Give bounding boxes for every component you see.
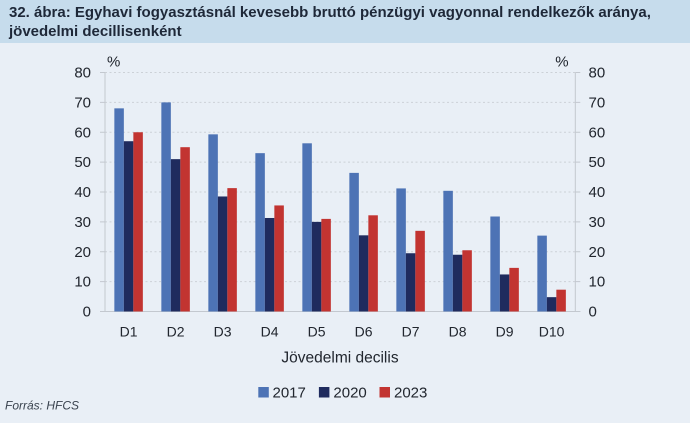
svg-text:D8: D8 bbox=[449, 324, 467, 340]
svg-text:D4: D4 bbox=[261, 324, 279, 340]
svg-text:D2: D2 bbox=[167, 324, 185, 340]
svg-text:70: 70 bbox=[74, 94, 91, 111]
svg-text:D10: D10 bbox=[539, 324, 565, 340]
svg-text:60: 60 bbox=[74, 124, 91, 141]
svg-text:70: 70 bbox=[589, 94, 606, 111]
svg-text:60: 60 bbox=[589, 124, 606, 141]
svg-text:80: 80 bbox=[74, 65, 91, 82]
svg-text:D3: D3 bbox=[214, 324, 232, 340]
svg-text:0: 0 bbox=[589, 304, 597, 321]
svg-text:40: 40 bbox=[74, 184, 91, 201]
svg-text:20: 20 bbox=[589, 244, 606, 261]
svg-text:2023: 2023 bbox=[394, 385, 427, 402]
svg-text:30: 30 bbox=[74, 214, 91, 231]
svg-text:D1: D1 bbox=[120, 324, 138, 340]
svg-text:10: 10 bbox=[74, 274, 91, 291]
svg-text:D5: D5 bbox=[308, 324, 326, 340]
svg-text:2020: 2020 bbox=[333, 385, 366, 402]
svg-text:30: 30 bbox=[589, 214, 606, 231]
svg-text:10: 10 bbox=[589, 274, 606, 291]
svg-text:0: 0 bbox=[83, 304, 91, 321]
svg-text:%: % bbox=[107, 54, 120, 71]
svg-text:2017: 2017 bbox=[273, 385, 306, 402]
svg-text:D6: D6 bbox=[355, 324, 373, 340]
svg-text:%: % bbox=[555, 54, 568, 71]
svg-text:Forrás: HFCS: Forrás: HFCS bbox=[5, 399, 79, 413]
svg-text:80: 80 bbox=[589, 65, 606, 82]
svg-text:50: 50 bbox=[74, 154, 91, 171]
svg-text:40: 40 bbox=[589, 184, 606, 201]
svg-text:D7: D7 bbox=[402, 324, 420, 340]
svg-text:20: 20 bbox=[74, 244, 91, 261]
svg-text:Jövedelmi decilis: Jövedelmi decilis bbox=[281, 350, 398, 367]
svg-text:50: 50 bbox=[589, 154, 606, 171]
svg-text:D9: D9 bbox=[496, 324, 514, 340]
